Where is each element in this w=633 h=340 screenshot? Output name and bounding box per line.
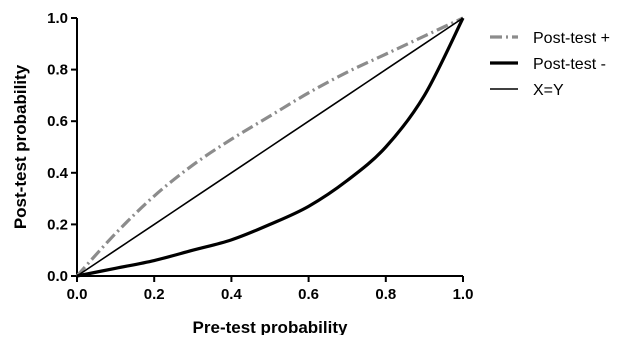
legend-label: Post-test +	[533, 30, 610, 47]
y-tick-label: 1.0	[47, 10, 68, 27]
series-lines	[75, 16, 465, 278]
series-line-post-test	[76, 17, 465, 278]
legend-item: X=Y	[490, 82, 564, 99]
x-axis-title: Pre-test probability	[193, 318, 348, 335]
y-tick-label: 0.2	[47, 216, 68, 233]
y-ticks: 0.0 0.2 0.4 0.6 0.8 1.0	[47, 10, 77, 285]
legend-label: X=Y	[533, 82, 564, 99]
y-tick-label: 0.8	[47, 62, 68, 79]
x-tick-label: 0.8	[375, 286, 396, 303]
y-tick-label: 0.6	[47, 113, 68, 130]
series-line-post-test	[75, 16, 464, 278]
legend: Post-test + Post-test - X=Y	[490, 30, 610, 99]
x-tick-label: 1.0	[453, 286, 474, 303]
legend-item: Post-test +	[490, 30, 610, 47]
x-tick-label: 0.6	[298, 286, 319, 303]
y-axis-title: Post-test probability	[11, 64, 30, 229]
x-tick-label: 0.0	[67, 286, 88, 303]
x-ticks: 0.0 0.2 0.4 0.6 0.8 1.0	[67, 276, 474, 303]
x-tick-label: 0.2	[144, 286, 165, 303]
legend-item: Post-test -	[490, 56, 606, 73]
x-tick-label: 0.4	[221, 286, 243, 303]
series-line-x-y	[76, 17, 464, 277]
y-tick-label: 0.4	[47, 165, 69, 182]
legend-label: Post-test -	[533, 56, 606, 73]
y-tick-label: 0.0	[47, 268, 68, 285]
plot-area: 0.0 0.2 0.4 0.6 0.8 1.0 0.0 0.2 0.4 0.6 0.8 1.0	[47, 10, 473, 303]
